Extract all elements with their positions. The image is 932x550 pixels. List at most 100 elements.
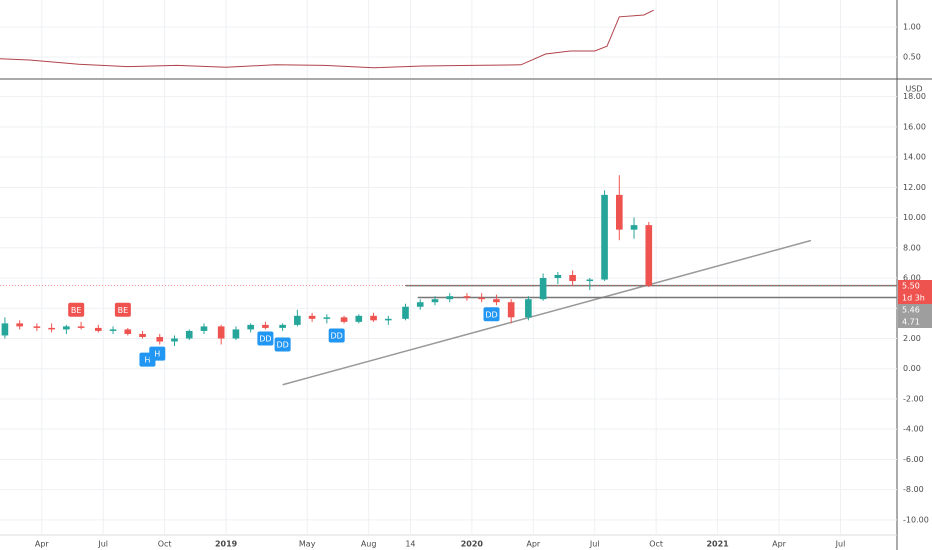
x-tick-label: Jul <box>589 540 600 549</box>
signal-label: BE <box>118 306 129 315</box>
signal-marker <box>328 328 345 343</box>
signal-label: H <box>144 356 150 365</box>
signal-marker <box>68 302 85 317</box>
candle-body <box>294 315 301 325</box>
candle-body <box>94 327 102 331</box>
candle-body <box>586 279 594 282</box>
candle-body <box>601 194 608 280</box>
x-tick-label: Apr <box>526 540 541 549</box>
candle-body <box>340 317 348 322</box>
price-axis-badge <box>898 280 932 292</box>
x-tick-label: Apr <box>35 540 50 549</box>
candle-body <box>463 296 471 298</box>
candle-body <box>279 324 286 328</box>
trend-line <box>282 239 812 386</box>
y-tick-label: 18.00 <box>903 92 926 101</box>
x-tick-label: 14 <box>405 540 415 549</box>
candle-body <box>308 315 316 319</box>
signal-marker <box>114 302 131 317</box>
y-tick-label: 14.00 <box>903 153 926 162</box>
candle-body <box>416 302 424 307</box>
candle-body <box>33 326 41 328</box>
y-tick-label: -4.00 <box>903 425 924 434</box>
candle-body <box>478 297 485 300</box>
x-tick-label: 2019 <box>215 540 238 549</box>
candle-body <box>645 225 653 286</box>
signal-marker <box>274 337 291 352</box>
candle-body <box>109 329 117 331</box>
candle-body <box>48 327 55 330</box>
y-tick-label: 6.00 <box>903 274 921 283</box>
candle-body <box>569 275 576 282</box>
x-tick-label: Oct <box>649 540 663 549</box>
price-axis-badge <box>898 304 932 316</box>
candle-body <box>507 302 515 318</box>
y-tick-label: 16.00 <box>903 122 926 131</box>
candle-body <box>247 324 254 330</box>
y-tick-label: 0.00 <box>903 364 921 373</box>
x-tick-label: Oct <box>158 540 172 549</box>
x-tick-label: Aug <box>361 540 377 549</box>
y-tick-label: 8.00 <box>903 243 921 252</box>
candle-body <box>16 323 23 327</box>
candle-body <box>431 299 439 303</box>
y-tick-label: 0.50 <box>903 53 921 62</box>
y-tick-label: 12.00 <box>903 183 926 192</box>
x-tick-label: Apr <box>772 540 787 549</box>
candle-body <box>124 329 132 334</box>
signal-label: DD <box>331 331 343 340</box>
y-tick-label: 2.00 <box>903 334 921 343</box>
x-tick-label: Jul <box>97 540 108 549</box>
candle-body <box>232 329 240 339</box>
candle-body <box>156 336 164 342</box>
y-tick-label: 10.00 <box>903 213 926 222</box>
y-tick-label: 1.00 <box>903 23 921 32</box>
currency-label: USD <box>905 85 922 94</box>
signal-marker <box>257 331 274 346</box>
price-axis-badge <box>898 292 932 304</box>
y-tick-label: -8.00 <box>903 485 924 494</box>
candle-body <box>139 333 146 337</box>
candle-body <box>554 275 562 279</box>
x-tick-label: Jul <box>835 540 846 549</box>
signal-marker <box>483 307 500 322</box>
candle-body <box>323 317 331 319</box>
signal-label: BE <box>71 306 82 315</box>
x-tick-label: May <box>299 540 316 549</box>
signal-label: H <box>154 350 160 359</box>
candle-body <box>539 278 547 300</box>
grid <box>0 0 897 535</box>
candle-body <box>630 225 638 230</box>
candle-body <box>77 326 85 328</box>
price-axis-badge-label: 5.46 <box>902 306 920 315</box>
x-tick-label: 2020 <box>461 540 484 549</box>
signal-marker <box>149 346 166 361</box>
indicator-line <box>0 9 654 69</box>
signal-label: DD <box>276 341 288 350</box>
candle-body <box>615 194 623 230</box>
candle-body <box>171 338 178 342</box>
price-axis-badge <box>898 316 932 328</box>
candle-body <box>384 318 392 321</box>
candle-body <box>1 323 9 336</box>
price-axis-badge-label: 5.50 <box>902 282 920 291</box>
signal-label: DD <box>485 310 497 319</box>
candle-body <box>63 326 70 330</box>
candle-body <box>402 306 409 319</box>
signal-label: DD <box>259 334 271 343</box>
candle-body <box>493 299 500 303</box>
y-tick-label: -2.00 <box>903 394 924 403</box>
x-tick-label: 2021 <box>706 540 729 549</box>
marks: BE BE HH DD DD DD DD <box>0 9 897 386</box>
candle-body <box>185 330 193 339</box>
y-tick-label: -6.00 <box>903 455 924 464</box>
candle-body <box>446 296 454 300</box>
candle-body <box>200 326 208 331</box>
candle-body <box>262 324 269 328</box>
candle-body <box>217 326 225 339</box>
y-tick-label: -10.00 <box>903 515 929 524</box>
price-axis-badge-label: 1d 3h <box>902 294 925 303</box>
price-axis-badge-label: 4.71 <box>902 318 920 327</box>
